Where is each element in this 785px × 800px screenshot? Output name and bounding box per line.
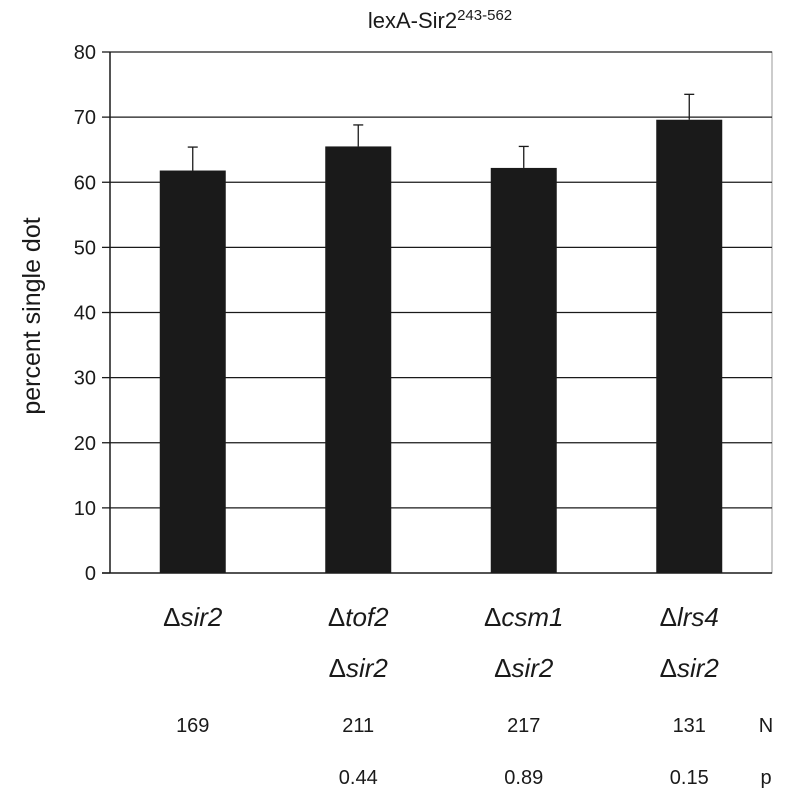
y-axis-label: percent single dot	[18, 217, 46, 414]
y-tick-label: 60	[74, 172, 96, 194]
row-value-N: 211	[342, 715, 374, 737]
x-category-label-line1: Δtof2	[328, 602, 389, 632]
bar	[656, 119, 723, 573]
gene-name: csm1	[501, 602, 563, 632]
delta-symbol: Δ	[163, 602, 180, 632]
y-tick-label: 30	[74, 368, 96, 390]
chart-title-superscript: 243-562	[457, 7, 512, 24]
gene-name: sir2	[677, 653, 719, 683]
row-label-N: N	[759, 715, 773, 737]
y-tick-label: 10	[74, 498, 96, 520]
delta-symbol: Δ	[494, 653, 511, 683]
delta-symbol: Δ	[484, 602, 501, 632]
y-tick-label: 20	[74, 433, 96, 455]
gene-name: tof2	[345, 602, 389, 632]
x-category-label-line2: Δsir2	[494, 653, 554, 683]
y-tick-label: 50	[74, 237, 96, 259]
row-value-N: 169	[176, 715, 209, 737]
bar	[490, 167, 557, 574]
x-category-label-line1: Δcsm1	[484, 602, 564, 632]
x-category-label-line2: Δsir2	[660, 653, 720, 683]
delta-symbol: Δ	[660, 653, 677, 683]
gene-name: sir2	[180, 602, 222, 632]
bars	[159, 93, 723, 574]
y-tick-label: 70	[74, 107, 96, 129]
bar	[325, 146, 392, 573]
row-value-p: 0.89	[504, 767, 543, 789]
y-tick-label: 40	[74, 303, 96, 325]
row-value-p: 0.44	[339, 767, 378, 789]
row-value-p: 0.15	[670, 767, 709, 789]
delta-symbol: Δ	[328, 602, 345, 632]
gene-name: sir2	[346, 653, 388, 683]
row-value-N: 217	[507, 715, 540, 737]
x-category-label-line1: Δlrs4	[660, 602, 719, 632]
gene-name: lrs4	[677, 602, 719, 632]
y-tick-label: 0	[85, 563, 96, 585]
row-value-N: 131	[673, 715, 706, 737]
gene-name: sir2	[511, 653, 553, 683]
y-tick-label: 80	[74, 42, 96, 64]
bar	[159, 170, 226, 573]
x-category-label-line1: Δsir2	[163, 602, 223, 632]
chart-title: lexA-Sir2243-562	[368, 7, 512, 33]
x-category-label-line2: Δsir2	[329, 653, 389, 683]
row-label-p: p	[760, 767, 771, 789]
chart-title-main: lexA-Sir2	[368, 8, 457, 33]
delta-symbol: Δ	[660, 602, 677, 632]
axes: 0 10 20 30 40 50 60 70 80	[74, 42, 772, 585]
delta-symbol: Δ	[329, 653, 346, 683]
